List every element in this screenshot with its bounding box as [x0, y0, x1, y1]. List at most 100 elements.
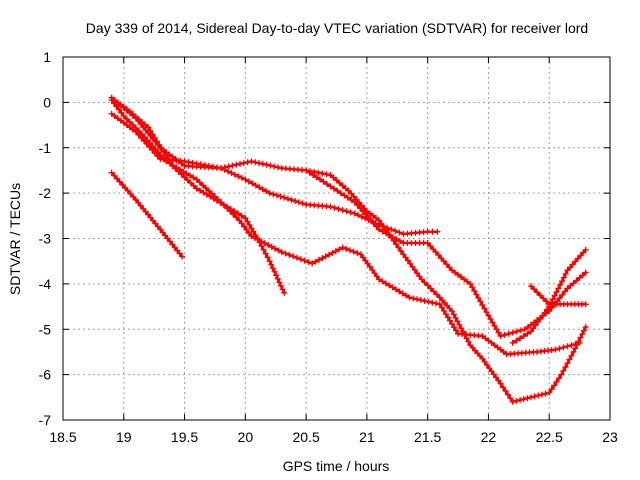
data-point [152, 146, 159, 153]
data-point [330, 174, 337, 181]
data-point [336, 246, 343, 253]
y-tick-label: -5 [39, 321, 52, 337]
data-point [390, 237, 397, 244]
data-point [132, 128, 139, 135]
data-point [256, 160, 263, 167]
data-point [335, 206, 342, 213]
data-point [479, 355, 486, 362]
data-point [259, 186, 266, 193]
data-point [491, 322, 498, 329]
data-point [138, 134, 145, 141]
data-point [440, 258, 447, 265]
data-point [336, 179, 343, 186]
data-point [458, 325, 465, 332]
data-point [132, 113, 139, 120]
data-point [561, 288, 568, 295]
data-point [123, 116, 130, 123]
data-point [407, 260, 414, 267]
data-point [164, 155, 171, 162]
data-point [451, 324, 458, 331]
y-tick-label: -1 [39, 140, 52, 156]
data-point [114, 99, 121, 106]
data-point [385, 230, 392, 237]
data-point [488, 339, 495, 346]
data-point [582, 246, 589, 253]
data-point [272, 245, 279, 252]
data-point [196, 179, 203, 186]
data-point [153, 138, 160, 145]
data-point [203, 191, 210, 198]
data-point [363, 208, 370, 215]
data-point [435, 252, 442, 259]
data-point [362, 257, 369, 264]
data-point [494, 344, 501, 351]
data-point [201, 162, 208, 169]
data-point [354, 250, 361, 257]
data-point [396, 229, 403, 236]
data-point [264, 254, 271, 261]
data-point [275, 164, 282, 171]
series-track-5 [108, 94, 288, 296]
data-point [432, 249, 439, 256]
data-point [488, 368, 495, 375]
data-point [446, 264, 453, 271]
data-point [220, 201, 227, 208]
data-point [175, 168, 182, 175]
data-point [532, 322, 539, 329]
data-point [297, 256, 304, 263]
data-point [144, 137, 151, 144]
data-point [427, 243, 434, 250]
data-point [393, 241, 400, 248]
data-point [111, 172, 118, 179]
data-point [534, 289, 541, 296]
data-point [183, 170, 190, 177]
data-point [351, 210, 358, 217]
data-point [141, 134, 148, 141]
data-point [469, 284, 476, 291]
grid [63, 57, 610, 420]
data-point [495, 377, 502, 384]
data-point [369, 266, 376, 273]
data-point [256, 239, 263, 246]
x-tick-label: 18.5 [49, 429, 76, 445]
data-point [582, 301, 589, 308]
data-point [364, 260, 371, 267]
data-point [341, 192, 348, 199]
data-point [549, 296, 556, 303]
data-point [311, 168, 318, 175]
y-tick-label: -3 [39, 231, 52, 247]
data-point [129, 111, 136, 118]
data-point [213, 164, 220, 171]
x-axis-title: GPS time / hours [283, 458, 390, 474]
chart-title: Day 339 of 2014, Sidereal Day-to-day VTE… [86, 20, 588, 36]
data-point [567, 282, 574, 289]
series-line [304, 169, 587, 404]
data-point [230, 211, 237, 218]
data-point [320, 178, 327, 185]
data-point [372, 220, 379, 227]
data-point [327, 203, 334, 210]
y-axis-title: SDTVAR / TECUs [7, 183, 23, 295]
data-point [250, 228, 257, 235]
data-point [274, 275, 281, 282]
data-point [430, 246, 437, 253]
data-point [233, 214, 240, 221]
data-point [366, 263, 373, 270]
data-point [189, 159, 196, 166]
data-point [479, 302, 486, 309]
data-point [126, 124, 133, 131]
data-point [379, 278, 386, 285]
data-point [465, 338, 472, 345]
data-point [531, 286, 538, 293]
data-point [505, 330, 512, 337]
data-point [543, 298, 550, 305]
data-point [504, 391, 511, 398]
data-point [266, 258, 273, 265]
data-point [238, 174, 245, 181]
data-point [313, 174, 320, 181]
data-point [400, 251, 407, 258]
data-point [111, 97, 118, 104]
data-point [217, 199, 224, 206]
data-point [396, 238, 403, 245]
x-tick-label: 22 [481, 429, 497, 445]
